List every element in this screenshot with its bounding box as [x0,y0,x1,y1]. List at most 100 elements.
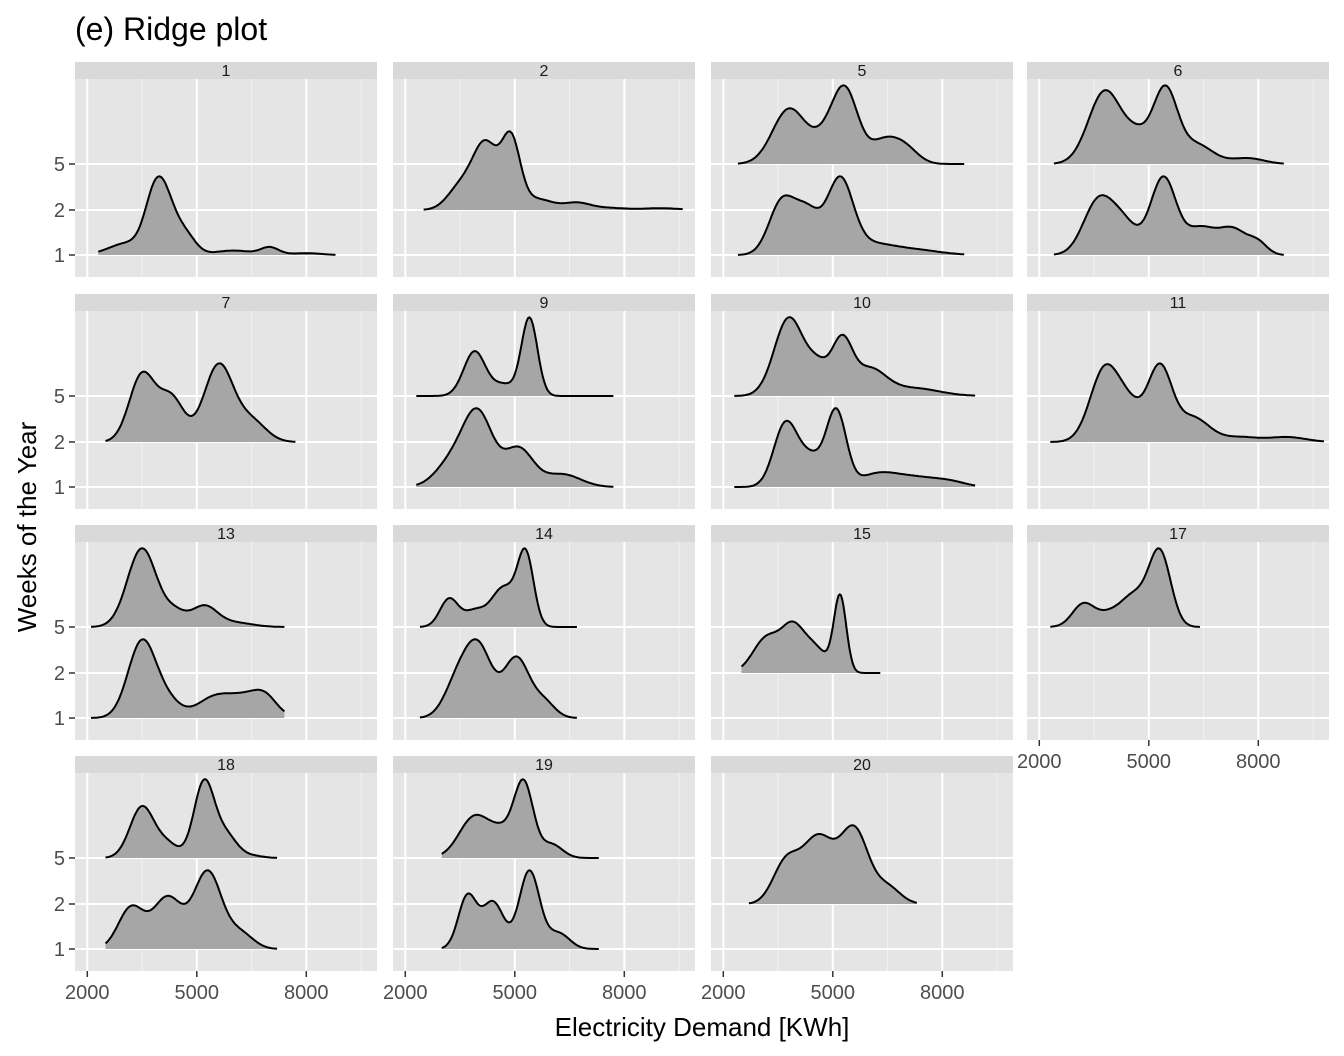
x-tick-label: 5000 [175,982,220,1004]
facet-panel-20: 20 2000 5000 8000 [701,756,1013,1004]
x-axis-title: Electricity Demand [KWh] [555,1012,850,1042]
ridge-line-level-2 [423,130,683,211]
ridge-fill-level-1 [734,408,976,487]
y-tick-label: 2 [54,663,65,685]
x-tick-label: 2000 [1017,751,1062,773]
ridge-fill-level-5 [1053,85,1284,164]
ridge-line-level-1 [734,407,976,488]
facet-panel-17: 17 2000 5000 8000 [1017,525,1329,773]
y-tick-label: 5 [54,386,65,408]
facet-panel-15: 15 [711,525,1013,740]
ridge-fill-level-2 [1050,363,1324,442]
x-tick-label: 8000 [284,982,329,1004]
facet-strip [75,756,377,773]
x-tick-label: 5000 [811,982,856,1004]
ridge-line-level-5 [419,547,577,628]
facet-strip [75,294,377,311]
ridge-fill-level-5 [105,779,278,858]
ridge-fill-level-1 [1053,176,1284,255]
facet-panel-18: 18 1 2 5 2000 5000 8000 [54,756,377,1004]
facet-panel-14: 14 [393,525,695,740]
ridge-fill-level-5 [441,779,599,858]
ridge-line-level-1 [441,869,599,950]
y-tick-label: 5 [54,848,65,870]
y-tick-label: 1 [54,245,65,267]
facet-strip [711,294,1013,311]
facet-strip-label: 9 [540,295,549,312]
y-tick-label: 1 [54,939,65,961]
facet-panel-7: 7 1 2 5 [54,294,377,509]
facet-panel-10: 10 [711,294,1013,509]
facet-strip-label: 11 [1170,295,1187,312]
ridge-line-level-1 [1053,175,1284,256]
y-tick-label: 5 [54,154,65,176]
facet-strip [393,294,695,311]
ridge-fill-level-1 [98,176,336,255]
ridge-fill-level-1 [105,870,278,949]
y-tick-label: 2 [54,894,65,916]
ridge-fill-level-1 [419,639,577,718]
ridge-fill-level-2 [423,131,683,210]
ridge-fill-level-2 [748,825,917,904]
facet-strip-label: 14 [535,526,553,543]
facet-strip [1027,525,1329,542]
ridge-line-level-5 [737,84,965,165]
ridge-line-level-1 [104,869,278,950]
facet-panel-9: 9 [393,294,695,509]
y-tick-label: 2 [54,432,65,454]
ridge-line-level-1 [419,638,577,719]
ridge-fill-level-5 [737,85,965,164]
facet-strip [711,525,1013,542]
facet-strip [393,525,695,542]
ridge-line-level-1 [737,175,965,256]
ridge-fill-level-1 [737,176,965,255]
x-tick-label: 2000 [65,982,110,1004]
facet-strip-label: 18 [217,757,235,774]
ridge-line-level-5 [1050,547,1200,628]
ridge-fill-level-1 [416,408,614,487]
x-tick-label: 8000 [602,982,647,1004]
x-tick-label: 2000 [383,982,428,1004]
ridge-fill-level-1 [441,870,599,949]
ridge-line-level-5 [441,778,599,859]
facet-strip [711,62,1013,79]
facet-strip [1027,62,1329,79]
ridge-line-level-1 [91,638,286,719]
ridge-line-level-5 [734,316,976,397]
panel-background [711,542,1013,740]
facet-strip-label: 20 [853,757,871,774]
facet-panel-11: 11 [1027,294,1329,509]
ridge-fill-level-2 [105,363,296,442]
facet-strip [75,62,377,79]
facet-strip [711,756,1013,773]
ridge-line-level-2 [740,593,881,674]
ridge-line-level-1 [97,175,336,256]
facet-panel-1: 1 1 2 5 [54,62,377,277]
facet-panel-6: 6 [1027,62,1329,277]
facet-strip-label: 19 [535,757,553,774]
y-axis-title: Weeks of the Year [12,421,42,632]
ridge-line-level-5 [105,778,278,859]
x-tick-label: 5000 [1127,751,1172,773]
panel-background [1027,542,1329,740]
y-tick-label: 5 [54,617,65,639]
facet-strip-label: 15 [853,526,871,543]
facet-panel-2: 2 [393,62,695,277]
facet-strip [75,525,377,542]
ridge-line-level-2 [105,362,296,443]
ridge-fill-level-5 [416,317,614,396]
y-tick-label: 1 [54,708,65,730]
facet-strip [393,62,695,79]
ridge-fill-level-5 [91,548,285,627]
x-tick-label: 5000 [493,982,538,1004]
facet-panel-5: 5 [711,62,1013,277]
ridge-fill-level-5 [1050,548,1200,627]
x-tick-label: 2000 [701,982,746,1004]
y-tick-label: 1 [54,477,65,499]
ridge-line-level-5 [416,316,614,397]
facet-strip [393,756,695,773]
facet-panel-19: 19 2000 5000 8000 [383,756,695,1004]
y-tick-label: 2 [54,200,65,222]
